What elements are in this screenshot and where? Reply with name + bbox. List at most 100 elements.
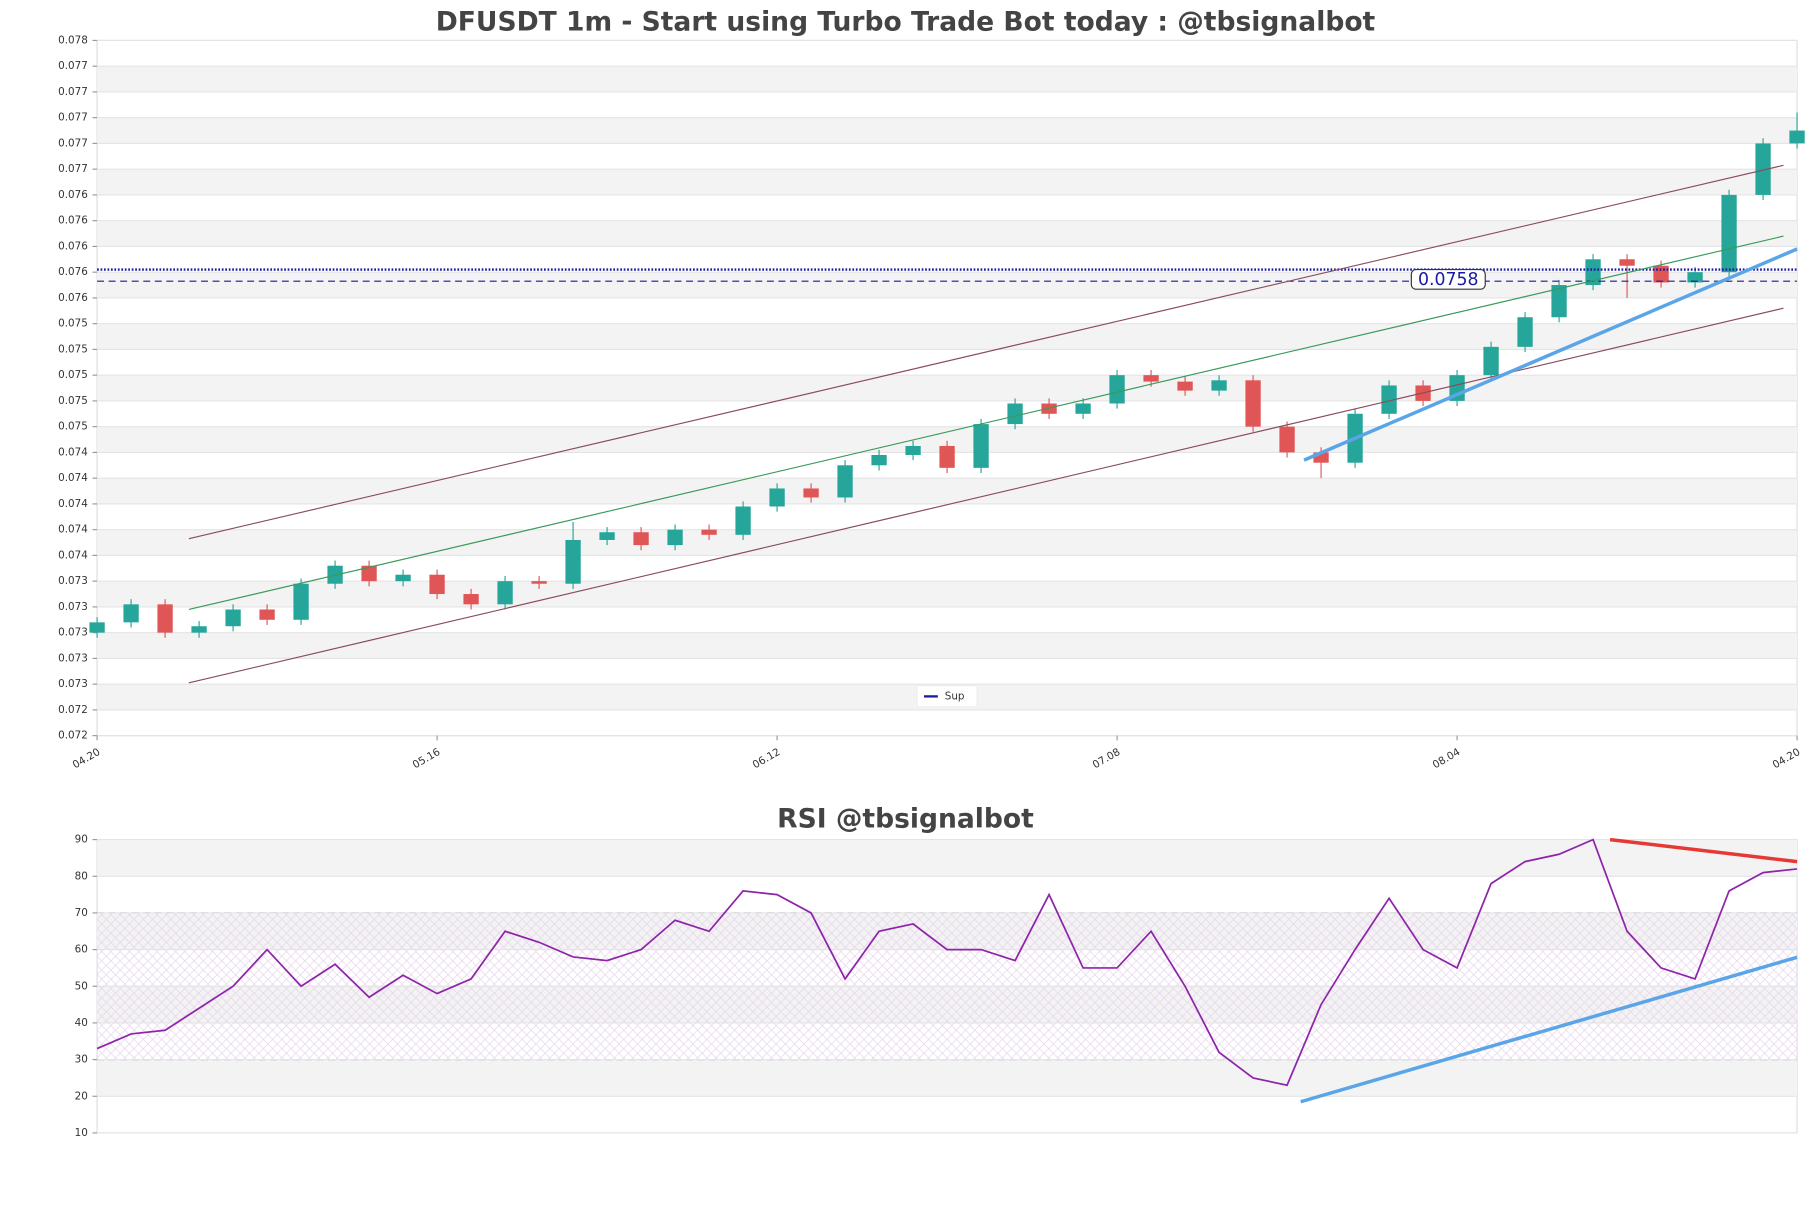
candle-body [497, 581, 513, 605]
grid-band [97, 375, 1798, 401]
x-tick-label: 05.16 [411, 746, 443, 771]
y-tick-label: 0.073 [58, 575, 88, 587]
candle-body [905, 445, 921, 455]
y-tick-label: 70 [75, 907, 88, 919]
candle-body [1211, 380, 1227, 391]
chart-title: DFUSDT 1m - Start using Turbo Trade Bot … [436, 7, 1376, 38]
candle-body [1721, 194, 1737, 273]
candle-body [769, 488, 785, 507]
trend-line [188, 164, 1784, 540]
candle-body [837, 465, 853, 498]
candle-body [1483, 346, 1499, 376]
y-tick-label: 0.077 [58, 163, 88, 175]
candle-body [1143, 375, 1159, 382]
candle-body [1585, 259, 1601, 286]
y-tick-label: 90 [75, 834, 88, 846]
y-tick-label: 0.076 [58, 266, 88, 278]
y-tick-label: 0.077 [58, 137, 88, 149]
y-tick-label: 0.072 [58, 704, 88, 716]
grid-band [97, 1059, 1798, 1097]
y-tick-label: 60 [75, 944, 88, 956]
y-tick-label: 0.077 [58, 86, 88, 98]
y-tick-label: 30 [75, 1054, 88, 1066]
candle-body [259, 609, 275, 620]
y-tick-label: 0.073 [58, 627, 88, 639]
candle-body [1619, 259, 1635, 266]
candle-body [123, 604, 139, 623]
y-tick-label: 0.076 [58, 292, 88, 304]
grid-band [97, 632, 1798, 659]
y-tick-label: 10 [75, 1127, 88, 1139]
x-tick-label: 04.20 [71, 746, 103, 771]
candle-body [599, 532, 615, 540]
candle-body [1653, 265, 1669, 283]
y-tick-label: 0.076 [58, 215, 88, 227]
x-tick-label: 07.08 [1091, 746, 1123, 771]
candle-body [293, 583, 309, 620]
y-tick-label: 0.075 [58, 369, 88, 381]
candle-body [1109, 375, 1125, 404]
grid-band [97, 323, 1798, 350]
y-tick-label: 0.073 [58, 601, 88, 613]
y-tick-label: 40 [75, 1017, 88, 1029]
candle-body [1517, 317, 1533, 347]
candle-body [89, 622, 105, 633]
y-tick-label: 20 [75, 1090, 88, 1102]
y-tick-label: 0.076 [58, 240, 88, 252]
y-tick-label: 0.074 [58, 446, 88, 458]
grid-band [97, 581, 1798, 607]
candle-body [1245, 380, 1261, 427]
candle-body [973, 424, 989, 468]
candle-body [531, 581, 547, 584]
x-tick-label: 08.04 [1431, 746, 1463, 771]
x-tick-label: 06.12 [751, 746, 783, 771]
y-tick-label: 0.075 [58, 395, 88, 407]
candle-body [1381, 385, 1397, 414]
candle-body [1551, 285, 1567, 318]
candle-body [395, 574, 411, 582]
candle-body [633, 532, 649, 546]
candle-body [1789, 130, 1805, 144]
trend-line [1303, 247, 1798, 462]
candle-body [463, 594, 479, 605]
grid-band [97, 478, 1798, 504]
y-tick-label: 0.078 [58, 34, 88, 46]
candle-body [939, 445, 955, 468]
candle-body [1075, 403, 1091, 414]
grid-band [97, 272, 1798, 298]
grid-band [97, 220, 1798, 247]
candle-body [361, 565, 377, 582]
candle-body [1687, 272, 1703, 283]
candle-body [157, 604, 173, 633]
candle-body [1279, 426, 1295, 453]
y-tick-label: 0.075 [58, 421, 88, 433]
candle-body [803, 488, 819, 498]
grid-band [97, 169, 1798, 195]
price-label-box [1410, 269, 1486, 290]
y-tick-label: 80 [75, 870, 88, 882]
y-tick-label: 0.072 [58, 730, 88, 742]
candle-body [225, 609, 241, 627]
price-label: 0.0758 [1418, 270, 1479, 290]
trend-line [1609, 837, 1798, 864]
rsi-line [96, 838, 1798, 1087]
grid-band [97, 66, 1798, 92]
trend-line [188, 307, 1784, 684]
candle-body [667, 529, 683, 546]
candle-body [191, 626, 207, 633]
candle-body [1177, 381, 1193, 391]
y-tick-label: 0.074 [58, 498, 88, 510]
y-tick-label: 0.074 [58, 549, 88, 561]
candle-body [871, 454, 887, 466]
trend-line [1300, 955, 1798, 1104]
y-tick-label: 50 [75, 980, 88, 992]
y-tick-label: 0.077 [58, 112, 88, 124]
candle-body [735, 506, 751, 535]
y-tick-label: 0.073 [58, 652, 88, 664]
y-tick-label: 0.076 [58, 189, 88, 201]
candle-body [429, 574, 445, 595]
candle-body [701, 529, 717, 535]
candle-body [1007, 403, 1023, 425]
